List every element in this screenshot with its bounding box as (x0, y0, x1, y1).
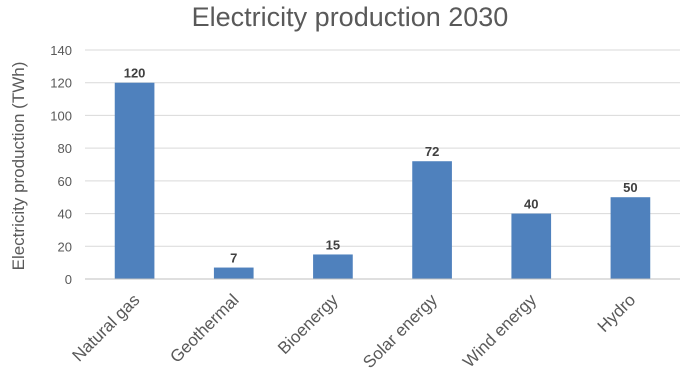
x-tick-label: Hydro (594, 290, 640, 336)
y-tick-label: 40 (58, 207, 72, 222)
data-label: 72 (425, 144, 439, 159)
data-label: 7 (230, 251, 237, 266)
bar (412, 161, 452, 279)
x-tick-label: Natural gas (69, 290, 144, 365)
data-label: 50 (623, 180, 637, 195)
y-tick-label: 0 (65, 272, 72, 287)
bar (610, 197, 651, 279)
chart-title: Electricity production 2030 (192, 2, 509, 32)
gridlines (85, 49, 680, 247)
bar (213, 267, 254, 279)
y-tick-label: 120 (50, 76, 72, 91)
x-tick-label: Geothermal (166, 290, 242, 366)
bar (313, 254, 353, 279)
x-tick-label: Solar energy (359, 290, 441, 372)
x-axis-ticks: Natural gas Geothermal Bioenergy Solar ener… (69, 290, 640, 372)
y-tick-label: 140 (50, 43, 72, 58)
y-tick-label: 60 (58, 174, 72, 189)
y-tick-label: 20 (58, 239, 72, 254)
bars (114, 82, 651, 279)
x-tick-label: Wind energy (459, 290, 540, 371)
x-tick-label: Bioenergy (274, 290, 342, 358)
bar (511, 213, 552, 279)
y-tick-label: 80 (58, 141, 72, 156)
y-tick-label: 100 (50, 108, 72, 123)
data-label: 120 (124, 66, 146, 81)
bar (114, 82, 155, 279)
data-label: 40 (524, 197, 538, 212)
y-axis-ticks: 0 20 40 60 80 100 120 140 (50, 43, 72, 287)
data-label: 15 (326, 237, 340, 252)
data-labels: 120 7 15 72 40 50 (124, 66, 638, 266)
y-axis-label: Electricity production (TWh) (9, 62, 28, 271)
